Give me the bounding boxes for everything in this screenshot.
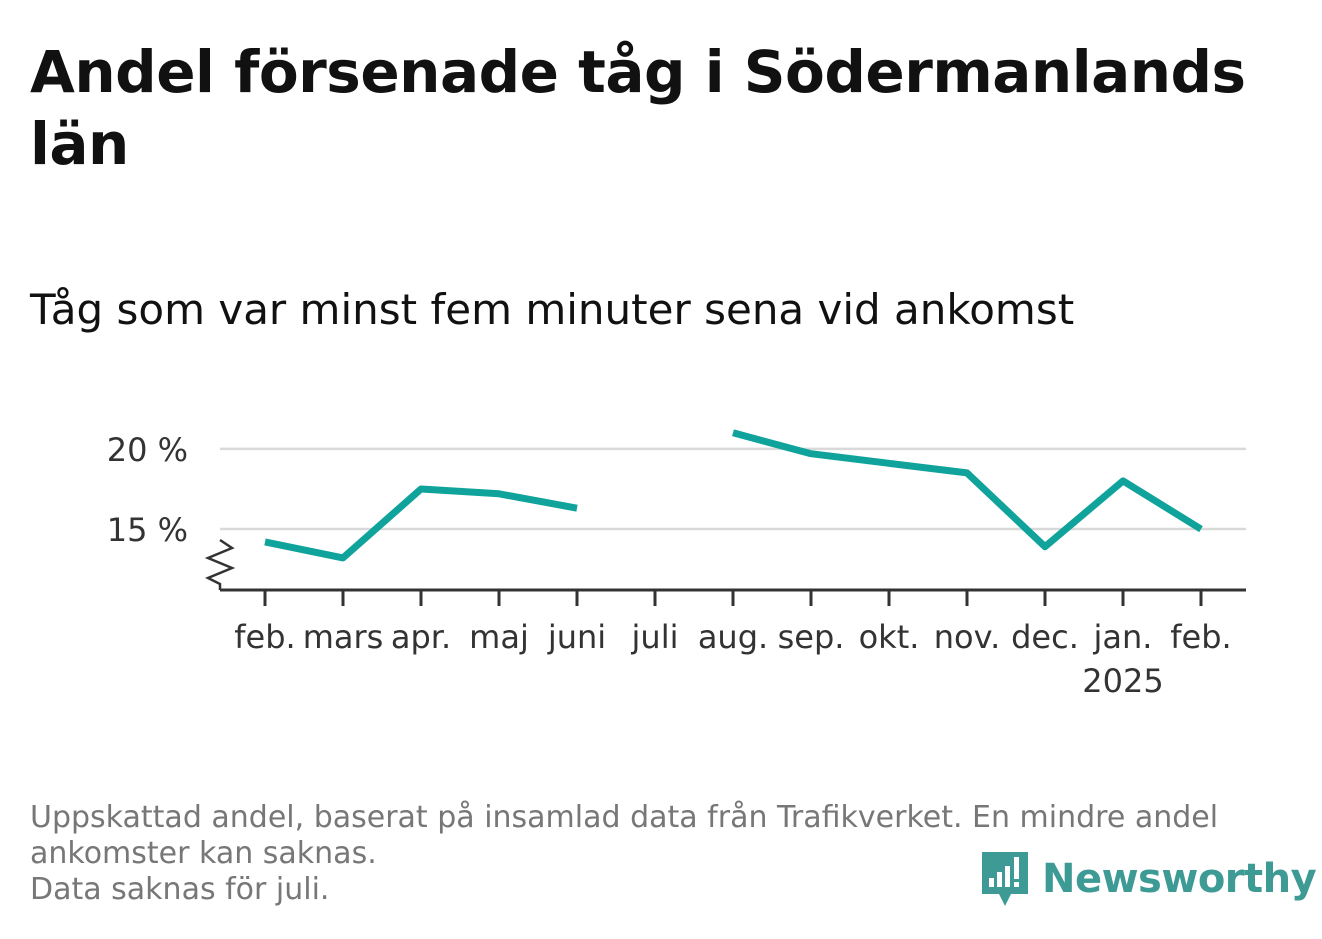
x-tick-label: okt.	[859, 618, 920, 656]
chart-title: Andel försenade tåg i Södermanlands län	[30, 38, 1246, 178]
y-tick-label: 15 %	[107, 511, 188, 549]
x-tick-label: nov.	[934, 618, 1000, 656]
series-line-segment	[264, 485, 578, 562]
footnote-line-1: Uppskattad andel, baserat på insamlad da…	[30, 800, 1219, 835]
x-tick-label: feb.	[234, 618, 295, 656]
footnote-line-2: ankomster kan saknas.	[30, 836, 377, 871]
footnote: Uppskattad andel, baserat på insamlad da…	[30, 800, 1280, 908]
newsworthy-logo: Newsworthy	[980, 848, 1317, 910]
x-tick-label: maj	[469, 618, 529, 656]
line-chart: 15 %20 % feb. mars apr. maj juni juli aug. sep.…	[107, 429, 1246, 700]
x-tick-label: aug.	[698, 618, 768, 656]
x-tick-label: sep.	[778, 618, 845, 656]
gridlines	[220, 447, 1246, 531]
x-tick-label: juli	[631, 618, 679, 656]
x-tick-label: mars	[303, 618, 384, 656]
x-tick-label: jan.	[1093, 618, 1153, 656]
series-lines	[264, 429, 1203, 562]
newsworthy-logo-icon	[982, 852, 1028, 906]
x-tick-label: feb.	[1170, 618, 1231, 656]
x-axis: feb. mars apr. maj juni juli aug. sep. okt. nov. d…	[204, 538, 1246, 700]
y-tick-label: 20 %	[107, 431, 188, 469]
newsworthy-logo-text: Newsworthy	[1042, 856, 1317, 902]
footnote-line-3: Data saknas för juli.	[30, 872, 330, 907]
x-tick-label: dec.	[1011, 618, 1079, 656]
axis-break-icon	[204, 538, 236, 590]
y-axis-labels: 15 % 20 %	[107, 431, 188, 549]
x-tick-label: juni	[547, 618, 606, 656]
x-tick-label: apr.	[391, 618, 451, 656]
x-year-label: 2025	[1082, 662, 1163, 700]
series-line-segment	[732, 429, 1203, 551]
chart-subtitle: Tåg som var minst fem minuter sena vid a…	[30, 285, 1075, 334]
